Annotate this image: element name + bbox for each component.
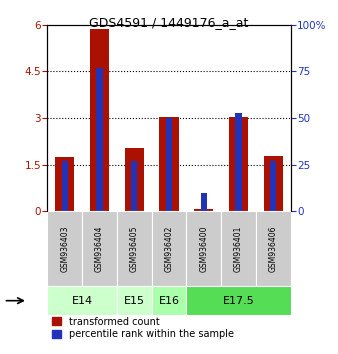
Bar [194, 209, 213, 211]
Bar [96, 68, 103, 211]
Text: GSM936403: GSM936403 [60, 225, 69, 272]
Text: GSM936400: GSM936400 [199, 225, 208, 272]
Text: E16: E16 [159, 296, 179, 306]
Text: E14: E14 [72, 296, 93, 306]
Bar [125, 148, 144, 211]
Text: E17.5: E17.5 [223, 296, 255, 306]
Legend: transformed count, percentile rank within the sample: transformed count, percentile rank withi… [52, 316, 234, 339]
Bar [117, 286, 152, 315]
Text: GSM936401: GSM936401 [234, 225, 243, 272]
Text: GDS4591 / 1449176_a_at: GDS4591 / 1449176_a_at [89, 16, 249, 29]
Bar [186, 286, 291, 315]
Bar [256, 211, 291, 286]
Bar [229, 116, 248, 211]
Bar [152, 286, 186, 315]
Bar [47, 286, 117, 315]
Bar [152, 211, 186, 286]
Bar [82, 211, 117, 286]
Text: GSM936406: GSM936406 [269, 225, 278, 272]
Text: E15: E15 [124, 296, 145, 306]
Text: GSM936405: GSM936405 [130, 225, 139, 272]
Bar [186, 211, 221, 286]
Bar [131, 161, 137, 211]
Text: GSM936404: GSM936404 [95, 225, 104, 272]
Bar [201, 193, 207, 211]
Bar [160, 116, 178, 211]
Bar [270, 161, 276, 211]
Bar [90, 29, 109, 211]
Bar [264, 156, 283, 211]
Bar [235, 113, 242, 211]
Text: GSM936402: GSM936402 [165, 225, 173, 272]
Bar [47, 211, 82, 286]
Bar [55, 157, 74, 211]
Bar [166, 118, 172, 211]
Bar [62, 161, 68, 211]
Bar [117, 211, 152, 286]
Bar [221, 211, 256, 286]
